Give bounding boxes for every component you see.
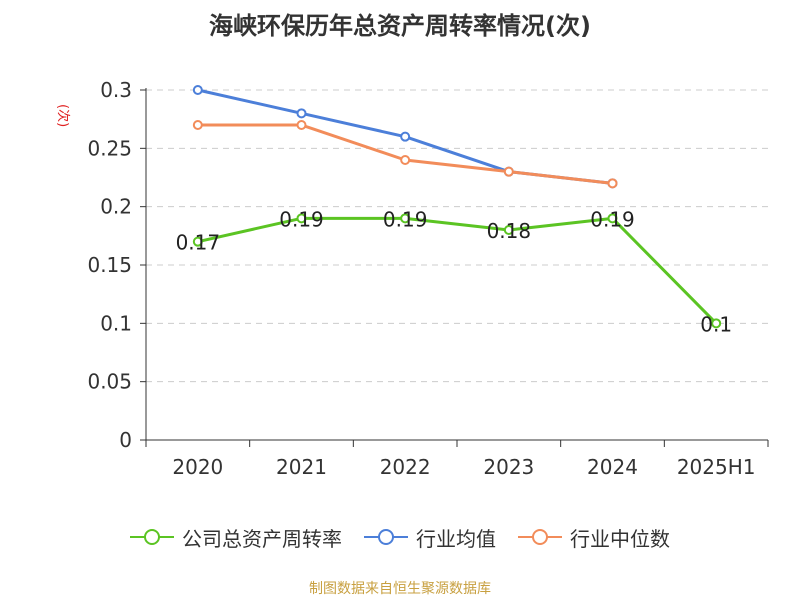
data-label: 0.19 <box>383 207 428 231</box>
data-point <box>192 120 203 130</box>
x-tick-label: 2021 <box>276 455 327 479</box>
legend-item-company[interactable]: 公司总资产周转率 <box>130 523 342 552</box>
legend-label-industry-avg: 行业均值 <box>416 526 496 551</box>
data-point <box>400 155 411 165</box>
y-tick-label: 0 <box>119 428 132 452</box>
series-line-0 <box>197 216 718 325</box>
data-source-note: 制图数据来自恒生聚源数据库 <box>309 581 491 597</box>
data-point <box>192 85 203 95</box>
y-tick-label: 0.25 <box>87 136 132 160</box>
chart-title: 海峡环保历年总资产周转率情况(次) <box>209 12 591 40</box>
y-tick-label: 0.3 <box>100 78 132 102</box>
data-point <box>296 108 307 119</box>
data-point <box>503 166 514 177</box>
data-point <box>400 131 411 142</box>
data-label: 0.17 <box>176 231 221 255</box>
data-point <box>711 318 722 329</box>
legend-line-marker-icon <box>364 529 408 545</box>
data-point <box>503 225 514 235</box>
x-tick-label: 2023 <box>483 455 534 479</box>
y-tick-label: 0.15 <box>87 253 132 277</box>
legend-label-industry-median: 行业中位数 <box>570 526 670 551</box>
y-tick-label: 0.2 <box>100 195 132 219</box>
x-tick-label: 2020 <box>172 455 223 479</box>
data-label: 0.19 <box>590 207 635 231</box>
data-label: 0.1 <box>700 312 732 336</box>
data-point <box>192 236 203 247</box>
y-tick-label: 0.05 <box>87 370 132 394</box>
legend-item-industry-avg[interactable]: 行业均值 <box>364 523 496 552</box>
legend-label-company: 公司总资产周转率 <box>182 526 342 551</box>
legend-line-marker-icon <box>130 529 174 545</box>
x-tick-label: 2024 <box>587 455 638 479</box>
x-tick-label: 2022 <box>380 455 431 479</box>
data-label: 0.19 <box>279 207 324 231</box>
y-tick-label: 0.1 <box>100 311 132 335</box>
data-point <box>296 120 307 130</box>
legend-item-industry-median[interactable]: 行业中位数 <box>518 523 670 552</box>
x-tick-label: 2025H1 <box>677 455 756 479</box>
data-point <box>296 213 307 224</box>
data-point <box>607 178 618 189</box>
data-label: 0.18 <box>487 219 532 243</box>
legend: 公司总资产周转率 行业均值 行业中位数 <box>0 520 800 554</box>
data-point <box>400 213 411 224</box>
data-point <box>607 213 618 224</box>
legend-line-marker-icon <box>518 529 562 545</box>
